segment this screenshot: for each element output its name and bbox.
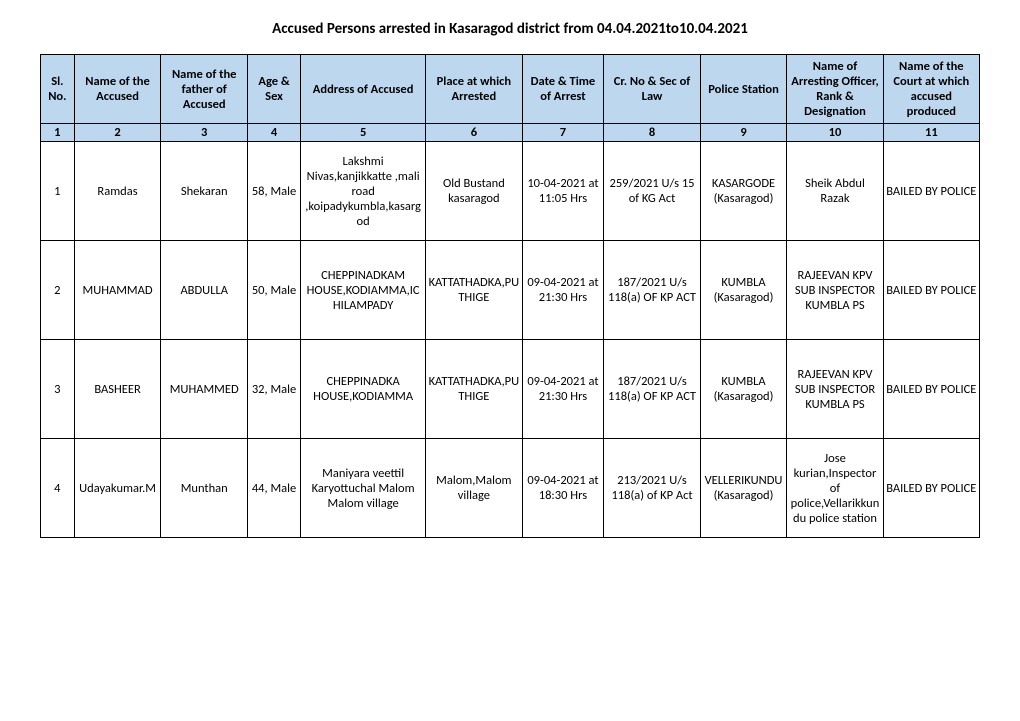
colnum: 4 bbox=[248, 124, 301, 142]
cell-date: 10-04-2021 at 11:05 Hrs bbox=[522, 142, 604, 241]
table-row: 2 MUHAMMAD ABDULLA 50, Male CHEPPINADKAM… bbox=[41, 241, 980, 340]
cell-sl: 1 bbox=[41, 142, 75, 241]
header-court: Name of the Court at which accused produ… bbox=[883, 55, 979, 124]
cell-ps: KUMBLA (Kasaragod) bbox=[700, 340, 787, 439]
cell-ps: KASARGODE (Kasaragod) bbox=[700, 142, 787, 241]
header-addr: Address of Accused bbox=[301, 55, 426, 124]
colnum: 10 bbox=[787, 124, 883, 142]
cell-crno: 213/2021 U/s 118(a) of KP Act bbox=[604, 439, 700, 538]
cell-sl: 3 bbox=[41, 340, 75, 439]
header-officer: Name of Arresting Officer, Rank & Design… bbox=[787, 55, 883, 124]
colnum: 9 bbox=[700, 124, 787, 142]
cell-age: 44, Male bbox=[248, 439, 301, 538]
cell-addr: Lakshmi Nivas,kanjikkatte ,mali road ,ko… bbox=[301, 142, 426, 241]
cell-court: BAILED BY POLICE bbox=[883, 439, 979, 538]
cell-age: 50, Male bbox=[248, 241, 301, 340]
colnum: 7 bbox=[522, 124, 604, 142]
cell-date: 09-04-2021 at 21:30 Hrs bbox=[522, 340, 604, 439]
header-name: Name of the Accused bbox=[74, 55, 161, 124]
cell-crno: 259/2021 U/s 15 of KG Act bbox=[604, 142, 700, 241]
cell-officer: RAJEEVAN KPV SUB INSPECTOR KUMBLA PS bbox=[787, 241, 883, 340]
colnum: 3 bbox=[161, 124, 248, 142]
colnum: 6 bbox=[426, 124, 522, 142]
header-crno: Cr. No & Sec of Law bbox=[604, 55, 700, 124]
cell-court: BAILED BY POLICE bbox=[883, 340, 979, 439]
colnum: 2 bbox=[74, 124, 161, 142]
cell-name: BASHEER bbox=[74, 340, 161, 439]
cell-father: Shekaran bbox=[161, 142, 248, 241]
table-row: 3 BASHEER MUHAMMED 32, Male CHEPPINADKA … bbox=[41, 340, 980, 439]
table-row: 4 Udayakumar.M Munthan 44, Male Maniyara… bbox=[41, 439, 980, 538]
cell-court: BAILED BY POLICE bbox=[883, 241, 979, 340]
cell-crno: 187/2021 U/s 118(a) OF KP ACT bbox=[604, 241, 700, 340]
cell-father: MUHAMMED bbox=[161, 340, 248, 439]
cell-sl: 4 bbox=[41, 439, 75, 538]
header-sl: Sl. No. bbox=[41, 55, 75, 124]
cell-addr: CHEPPINADKAM HOUSE,KODIAMMA,ICHILAMPADY bbox=[301, 241, 426, 340]
cell-place: KATTATHADKA,PUTHIGE bbox=[426, 241, 522, 340]
header-row: Sl. No. Name of the Accused Name of the … bbox=[41, 55, 980, 124]
cell-father: ABDULLA bbox=[161, 241, 248, 340]
cell-addr: Maniyara veettil Karyottuchal Malom Malo… bbox=[301, 439, 426, 538]
header-place: Place at which Arrested bbox=[426, 55, 522, 124]
colnum: 5 bbox=[301, 124, 426, 142]
colnum: 1 bbox=[41, 124, 75, 142]
cell-age: 58, Male bbox=[248, 142, 301, 241]
cell-name: MUHAMMAD bbox=[74, 241, 161, 340]
table-body: 1 2 3 4 5 6 7 8 9 10 11 1 Ramdas Shekara… bbox=[41, 124, 980, 538]
cell-ps: VELLERIKUNDU (Kasaragod) bbox=[700, 439, 787, 538]
header-father: Name of the father of Accused bbox=[161, 55, 248, 124]
cell-place: Malom,Malom village bbox=[426, 439, 522, 538]
header-date: Date & Time of Arrest bbox=[522, 55, 604, 124]
table-row: 1 Ramdas Shekaran 58, Male Lakshmi Nivas… bbox=[41, 142, 980, 241]
cell-ps: KUMBLA (Kasaragod) bbox=[700, 241, 787, 340]
cell-place: Old Bustand kasaragod bbox=[426, 142, 522, 241]
colnum: 11 bbox=[883, 124, 979, 142]
header-age: Age & Sex bbox=[248, 55, 301, 124]
cell-name: Udayakumar.M bbox=[74, 439, 161, 538]
column-number-row: 1 2 3 4 5 6 7 8 9 10 11 bbox=[41, 124, 980, 142]
cell-addr: CHEPPINADKA HOUSE,KODIAMMA bbox=[301, 340, 426, 439]
cell-father: Munthan bbox=[161, 439, 248, 538]
colnum: 8 bbox=[604, 124, 700, 142]
header-ps: Police Station bbox=[700, 55, 787, 124]
arrest-table: Sl. No. Name of the Accused Name of the … bbox=[40, 54, 980, 538]
cell-age: 32, Male bbox=[248, 340, 301, 439]
cell-officer: Sheik Abdul Razak bbox=[787, 142, 883, 241]
cell-officer: RAJEEVAN KPV SUB INSPECTOR KUMBLA PS bbox=[787, 340, 883, 439]
cell-name: Ramdas bbox=[74, 142, 161, 241]
cell-date: 09-04-2021 at 18:30 Hrs bbox=[522, 439, 604, 538]
cell-place: KATTATHADKA,PUTHIGE bbox=[426, 340, 522, 439]
cell-court: BAILED BY POLICE bbox=[883, 142, 979, 241]
cell-date: 09-04-2021 at 21:30 Hrs bbox=[522, 241, 604, 340]
cell-sl: 2 bbox=[41, 241, 75, 340]
cell-officer: Jose kurian,Inspector of police,Vellarik… bbox=[787, 439, 883, 538]
page-title: Accused Persons arrested in Kasaragod di… bbox=[40, 20, 980, 38]
cell-crno: 187/2021 U/s 118(a) OF KP ACT bbox=[604, 340, 700, 439]
